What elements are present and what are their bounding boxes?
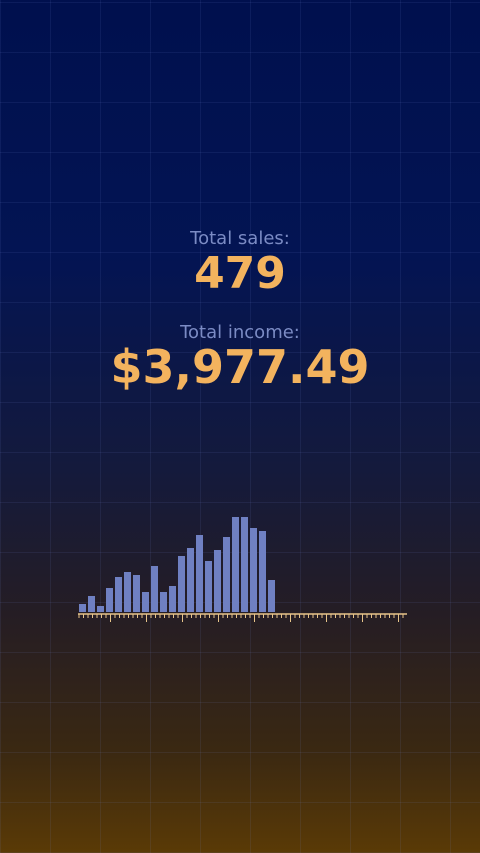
stat-label: Total sales: — [190, 228, 290, 249]
bar — [133, 575, 140, 612]
bar — [88, 596, 95, 612]
stat-value: 479 — [194, 248, 286, 299]
stat-value: $3,977.49 — [110, 340, 370, 394]
bar — [124, 572, 131, 612]
stat-label: Total income: — [180, 322, 300, 343]
bar — [160, 592, 167, 612]
bar — [106, 588, 113, 612]
bar — [250, 528, 257, 612]
bar — [142, 592, 149, 612]
bar — [259, 531, 266, 612]
bar — [115, 577, 122, 612]
bar — [223, 537, 230, 612]
bar — [79, 604, 86, 612]
bar — [97, 606, 104, 612]
bar — [151, 566, 158, 612]
bar — [196, 535, 203, 612]
bar — [178, 556, 185, 612]
bar — [268, 580, 275, 612]
bar — [205, 561, 212, 612]
bar — [214, 550, 221, 612]
bar — [232, 517, 239, 612]
bar — [187, 548, 194, 612]
bar — [169, 586, 176, 612]
bar — [241, 517, 248, 612]
